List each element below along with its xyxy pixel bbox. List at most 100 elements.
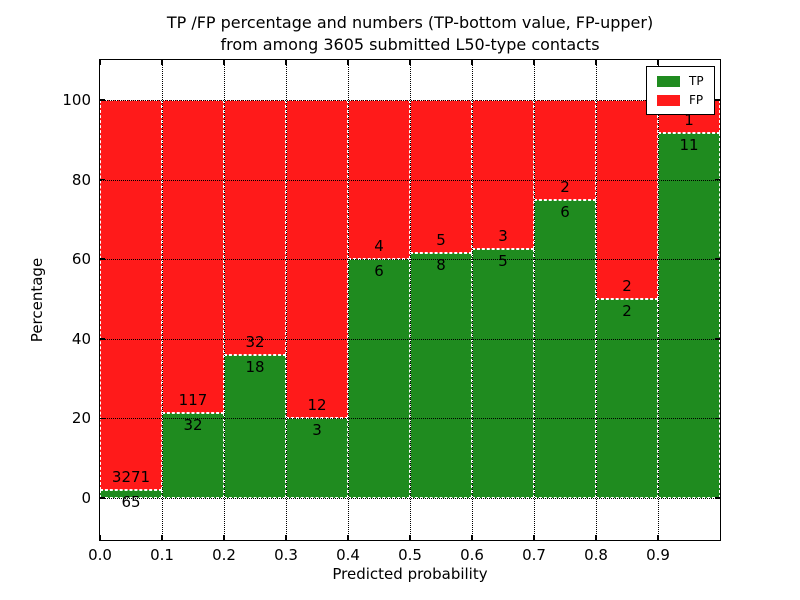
x-gridline bbox=[596, 60, 597, 540]
bar-segment-tp bbox=[596, 299, 658, 498]
x-axis-label: Predicted probability bbox=[332, 565, 488, 583]
legend-item-tp: TP bbox=[657, 75, 704, 87]
x-tick-mark-bottom bbox=[657, 535, 659, 540]
x-tick-mark-bottom bbox=[533, 535, 535, 540]
chart-title-line1: TP /FP percentage and numbers (TP-bottom… bbox=[166, 13, 654, 32]
x-tick-mark-top bbox=[533, 60, 535, 65]
bar-count-label-tp: 6 bbox=[374, 262, 384, 281]
legend-label: FP bbox=[689, 93, 704, 107]
x-gridline bbox=[658, 60, 659, 540]
x-tick-mark-bottom bbox=[223, 535, 225, 540]
x-tick-mark-top bbox=[409, 60, 411, 65]
bar-count-label-fp: 5 bbox=[436, 231, 446, 250]
legend-swatch-fp bbox=[657, 94, 680, 106]
y-tick-mark-left bbox=[100, 99, 105, 101]
bar-count-label-fp: 4 bbox=[374, 237, 384, 256]
x-tick-label: 0.7 bbox=[522, 546, 546, 564]
x-gridline bbox=[472, 60, 473, 540]
bar-segment-tp bbox=[348, 259, 410, 498]
chart-title-line2: from among 3605 submitted L50-type conta… bbox=[220, 35, 600, 54]
bar-count-label-tp: 11 bbox=[679, 136, 699, 155]
y-tick-label: 80 bbox=[71, 170, 91, 189]
x-tick-label: 0.5 bbox=[398, 546, 422, 564]
x-tick-label: 0.8 bbox=[584, 546, 608, 564]
x-gridline bbox=[348, 60, 349, 540]
bar-segment-fp bbox=[596, 100, 658, 299]
x-tick-mark-bottom bbox=[471, 535, 473, 540]
x-tick-mark-top bbox=[595, 60, 597, 65]
x-tick-label: 0.1 bbox=[150, 546, 174, 564]
bar-segment-tp bbox=[410, 253, 472, 498]
legend-box: TP FP bbox=[646, 66, 715, 115]
y-tick-mark-right bbox=[715, 178, 720, 181]
y-tick-label: 0 bbox=[81, 489, 91, 507]
bar-count-label-fp: 2 bbox=[560, 177, 570, 196]
bar-segment-fp bbox=[100, 100, 162, 491]
x-gridline bbox=[286, 60, 287, 540]
x-tick-label: 0.9 bbox=[646, 546, 670, 564]
legend-label: TP bbox=[689, 74, 704, 88]
x-tick-label: 0.6 bbox=[460, 546, 484, 564]
bar-count-label-tp: 2 bbox=[622, 302, 632, 320]
bar-segment-tp bbox=[100, 490, 162, 498]
bar-segment-fp bbox=[224, 100, 286, 355]
bar-segment-tp bbox=[534, 199, 596, 498]
x-gridline bbox=[534, 60, 535, 540]
bar-segment-fp bbox=[534, 100, 596, 200]
y-tick-mark-right bbox=[715, 99, 720, 101]
bar-count-label-fp: 3 bbox=[498, 227, 508, 246]
y-tick-label: 40 bbox=[71, 329, 91, 348]
y-tick-mark-right bbox=[715, 338, 720, 340]
y-tick-label: 20 bbox=[71, 409, 91, 428]
y-tick-label: 60 bbox=[71, 250, 91, 269]
bar-count-label-tp: 65 bbox=[121, 493, 141, 512]
bar-count-label-tp: 5 bbox=[498, 252, 508, 271]
x-tick-mark-bottom bbox=[161, 535, 163, 540]
chart-title: TP /FP percentage and numbers (TP-bottom… bbox=[100, 12, 720, 56]
bar-segment-tp bbox=[472, 249, 534, 498]
bar-segment-tp bbox=[286, 418, 348, 498]
x-tick-mark-top bbox=[657, 60, 659, 65]
x-tick-label: 0.4 bbox=[336, 546, 360, 564]
x-tick-label: 0.2 bbox=[212, 546, 236, 564]
bar-count-label-tp: 32 bbox=[183, 415, 203, 434]
x-tick-mark-top bbox=[99, 60, 101, 65]
bar-count-label-fp: 32 bbox=[245, 332, 265, 351]
bar-count-label-fp: 3271 bbox=[111, 468, 151, 487]
x-tick-mark-bottom bbox=[409, 535, 411, 540]
bar-count-label-fp: 12 bbox=[307, 396, 327, 415]
y-tick-mark-left bbox=[100, 178, 105, 181]
bar-segment-tp bbox=[224, 354, 286, 498]
x-gridline bbox=[162, 60, 163, 540]
y-tick-mark-left bbox=[100, 338, 105, 340]
y-tick-label: 100 bbox=[62, 91, 91, 109]
y-axis-label: Percentage bbox=[28, 257, 46, 343]
x-tick-mark-top bbox=[471, 60, 473, 65]
x-tick-mark-top bbox=[223, 60, 225, 65]
x-tick-mark-bottom bbox=[595, 535, 597, 540]
y-tick-mark-left bbox=[100, 417, 105, 420]
x-tick-mark-bottom bbox=[99, 535, 101, 540]
x-tick-mark-top bbox=[347, 60, 349, 65]
plot-area: TP FP 3271 65 117 32 32 18 12 3 4 6 5 8 3 5 2 6 2 2 1 11 0 20 4… bbox=[62, 59, 721, 564]
x-tick-mark-bottom bbox=[347, 535, 349, 540]
bar-count-label-tp: 18 bbox=[245, 357, 265, 376]
bar-count-label-fp: 2 bbox=[622, 277, 632, 295]
x-tick-label: 0.3 bbox=[274, 546, 298, 564]
y-tick-mark-right bbox=[715, 417, 720, 420]
bar-count-label-tp: 8 bbox=[436, 256, 446, 275]
bar-count-label-tp: 6 bbox=[560, 202, 570, 221]
y-tick-mark-right bbox=[715, 497, 720, 499]
x-tick-label: 0.0 bbox=[88, 546, 112, 564]
y-tick-mark-left bbox=[100, 497, 105, 499]
x-tick-mark-top bbox=[161, 60, 163, 65]
bar-segment-tp bbox=[162, 412, 224, 498]
bar-segment-tp bbox=[658, 133, 720, 498]
y-tick-mark-right bbox=[715, 258, 720, 260]
x-tick-mark-bottom bbox=[285, 535, 287, 540]
y-tick-mark-left bbox=[100, 258, 105, 260]
bar-count-label-fp: 1 bbox=[684, 111, 694, 130]
x-gridline bbox=[410, 60, 411, 540]
legend-swatch-tp bbox=[657, 75, 680, 87]
